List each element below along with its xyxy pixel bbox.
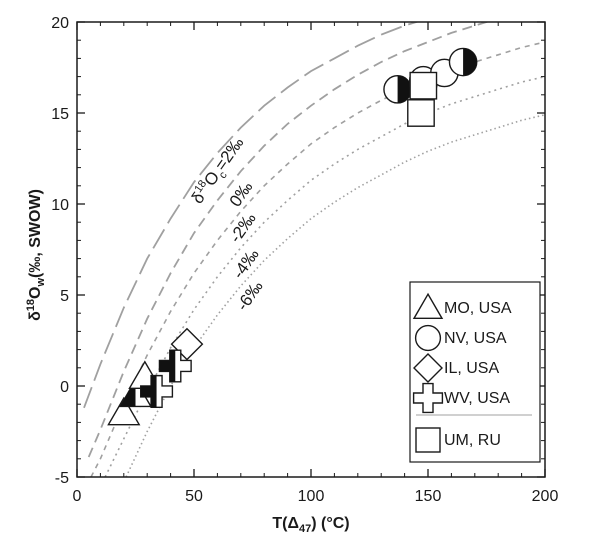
y-tick-label: 5 [60,288,69,305]
x-tick-label: 200 [532,488,559,505]
x-tick-label: 50 [185,488,203,505]
data-points [107,47,478,426]
curve-d18oc-2 [83,22,420,409]
point-mo-1-fill [120,379,136,407]
x-tick-label: 100 [298,488,325,505]
x-tick-label: 0 [73,488,82,505]
point-nv-4-fill [463,48,477,76]
y-tick-label: 20 [51,15,69,32]
y-tick-label: 15 [51,106,69,123]
curve-d18oc-minus4 [104,75,545,477]
y-tick-label: -5 [55,470,69,487]
curve-label-0permil: 0‰ [226,178,257,211]
point-um-0 [407,99,435,127]
curve-label-2permil: δ18Oc=2‰ [187,133,251,210]
point-nv-0 [383,74,412,104]
point-nv-4 [448,47,478,77]
legend-icon-nv-shape [414,324,442,352]
legend-label-um: UM, RU [444,432,501,449]
curve-label-minus2permil: -2‰ [226,209,260,246]
y-tick-label: 0 [60,379,69,396]
legend-label-il: IL, USA [444,360,499,377]
point-um-1 [409,71,438,100]
point-wv-1 [158,349,192,383]
legend-icons [412,292,444,453]
legend-icon-mo [412,292,444,320]
x-tick-label: 150 [415,488,442,505]
point-um-1-shape [409,71,438,100]
legend-label-wv: WV, USA [444,390,510,407]
y-tick-labels: -5 0 5 10 15 20 [51,15,69,487]
legend-icon-mo-shape [412,292,444,320]
legend-icon-il-shape [413,353,443,383]
legend-icon-nv [414,324,442,352]
legend: MO, USA NV, USA IL, USA WV, USA UM, RU [409,281,541,463]
x-axis-title: T(Δ47) (°C) [272,515,349,535]
curve-d18oc-0 [87,22,490,458]
point-mo-0-shape [107,396,141,426]
legend-icon-wv [412,382,444,414]
point-um-0-shape [407,99,435,127]
isotope-curves [83,22,545,477]
curve-label-minus4permil: -4‰ [229,245,263,282]
point-nv-0-fill [397,75,412,103]
axis-ticks [76,21,546,478]
point-mo-0 [107,396,141,426]
legend-icon-um [415,427,441,453]
curve-d18oc-minus2 [90,41,545,477]
point-wv-0-fill [140,375,157,408]
curve-labels: δ18Oc=2‰ 0‰ -2‰ -4‰ -6‰ [187,133,267,314]
point-wv-1-fill [159,350,176,382]
legend-label-mo: MO, USA [444,300,512,317]
y-axis-title: δ18Ow(‰, SWOW) [25,189,47,321]
legend-icon-il [413,353,443,383]
legend-icon-um-shape [415,427,441,453]
curve-label-minus6permil: -6‰ [233,277,267,314]
legend-icon-wv-shape [412,382,444,414]
point-wv-0 [140,374,174,408]
y-tick-label: 10 [51,197,69,214]
legend-label-nv: NV, USA [444,330,507,347]
x-tick-labels: 0 50 100 150 200 [73,488,559,505]
